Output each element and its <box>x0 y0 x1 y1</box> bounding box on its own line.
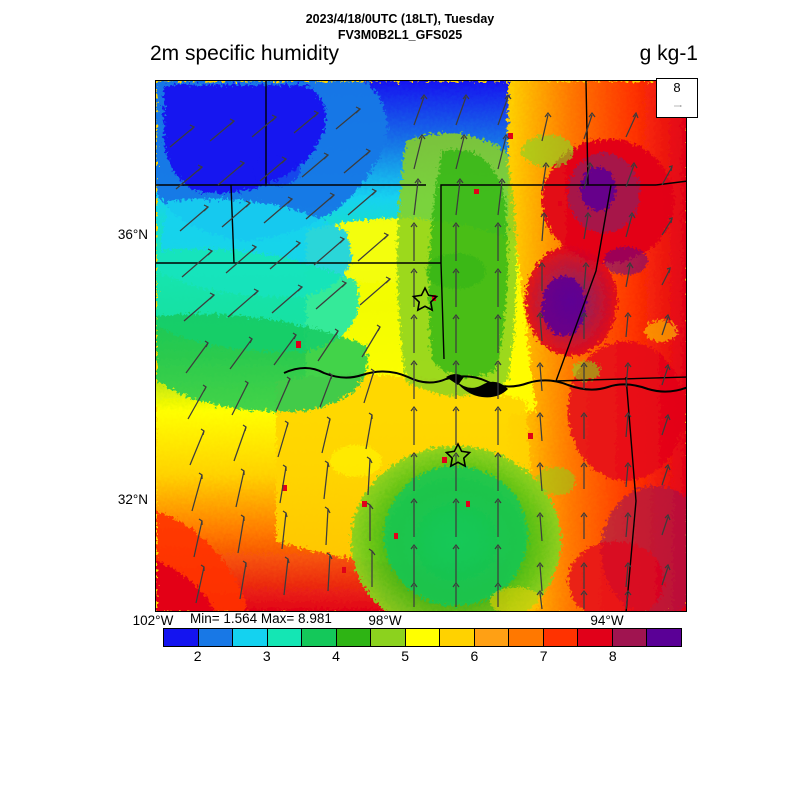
colorbar-swatch-2 <box>233 629 268 646</box>
red-river-outline <box>283 367 686 398</box>
colorbar-tick-labels: 2 3 4 5 6 7 8 <box>163 648 682 666</box>
colorbar-swatch-5 <box>336 629 372 646</box>
lat-tick-32n: 32°N <box>117 492 148 507</box>
title-model: FV3M0B2L1_GFS025 <box>337 28 463 42</box>
page-title: 2m specific humidity <box>150 42 340 65</box>
vector-scale-legend: 8 <box>656 78 698 118</box>
colorbar-tick-3: 3 <box>262 648 271 664</box>
colorbar-tick-6: 6 <box>470 648 479 664</box>
station-markers <box>411 286 472 468</box>
colorbar[interactable] <box>163 628 682 647</box>
colorbar-tick-7: 7 <box>539 648 548 664</box>
title-datetime: 2023/4/18/0UTC (18LT), Tuesday <box>305 12 495 26</box>
colorbar-swatch-4 <box>302 629 337 646</box>
colorbar-swatch-8 <box>440 629 475 646</box>
colorbar-swatch-1 <box>198 629 234 646</box>
colorbar-swatch-11 <box>543 629 579 646</box>
state-borders <box>156 81 686 611</box>
min-max-stats: Min= 1.564 Max= 8.981 <box>190 611 332 626</box>
humidity-heatmap <box>156 81 686 611</box>
reference-wind-arrow <box>674 105 682 107</box>
map-plot-area[interactable] <box>155 80 687 612</box>
colorbar-tick-2: 2 <box>193 648 202 664</box>
colorbar-swatch-12 <box>578 629 613 646</box>
colorbar-swatch-14 <box>647 629 681 646</box>
colorbar-swatch-10 <box>509 629 544 646</box>
colorbar-tick-8: 8 <box>608 648 617 664</box>
units-label: g kg-1 <box>639 42 698 65</box>
colorbar-swatch-0 <box>164 629 199 646</box>
colorbar-swatch-7 <box>405 629 441 646</box>
colorbar-swatch-13 <box>612 629 648 646</box>
lon-tick-102w: 102°W <box>132 613 174 628</box>
colorbar-tick-5: 5 <box>401 648 410 664</box>
wind-vectors <box>169 93 673 610</box>
colorbar-tick-4: 4 <box>332 648 340 664</box>
station-marker-south <box>444 442 472 468</box>
lon-tick-94w: 94°W <box>590 613 624 628</box>
lat-tick-36n: 36°N <box>117 227 148 242</box>
urban-specks <box>282 133 562 573</box>
station-marker-north <box>411 286 439 312</box>
colorbar-swatch-3 <box>267 629 303 646</box>
lon-tick-98w: 98°W <box>368 613 402 628</box>
vector-scale-value: 8 <box>673 80 681 95</box>
colorbar-swatch-6 <box>371 629 406 646</box>
colorbar-swatch-9 <box>474 629 510 646</box>
